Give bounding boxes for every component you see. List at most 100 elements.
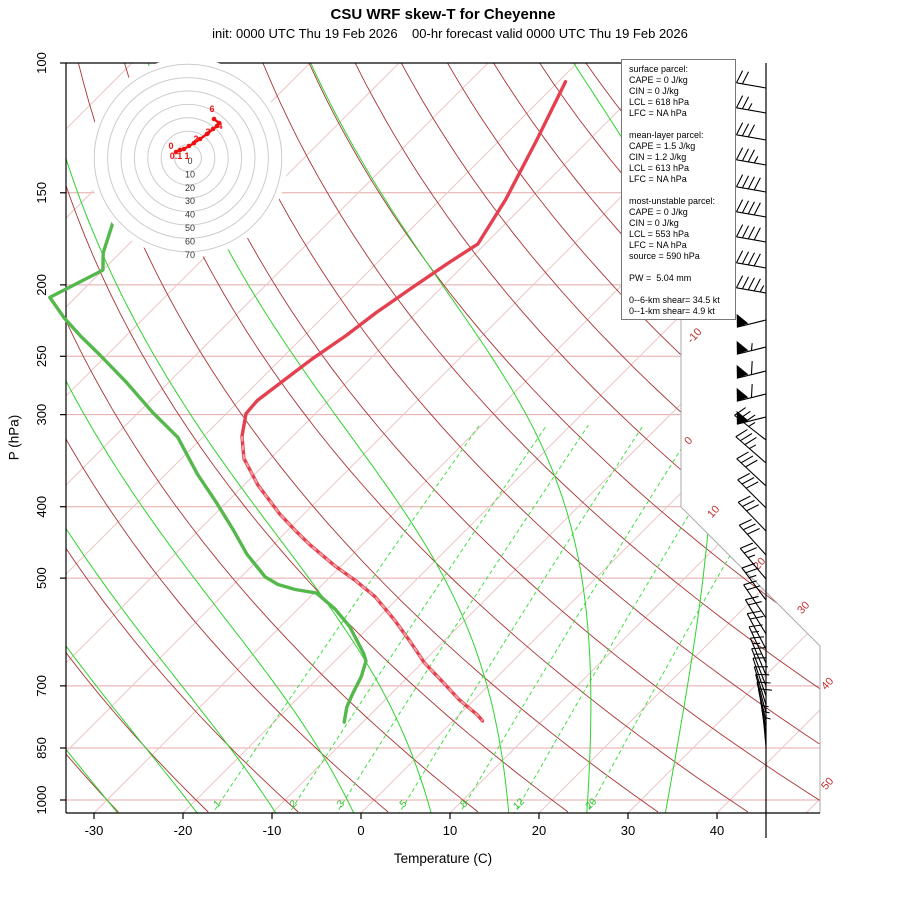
temp-tick-label: 30 xyxy=(621,823,635,838)
wind-barb xyxy=(744,595,767,635)
hodograph-trace-point xyxy=(211,116,217,122)
isotherm-label: 0 xyxy=(682,435,695,448)
hodograph-trace-point xyxy=(197,136,203,142)
hodograph-ring-label: 60 xyxy=(185,236,195,246)
hodograph-ring-label: 40 xyxy=(185,210,195,220)
wind-barb xyxy=(735,199,767,218)
wind-barb xyxy=(736,451,767,487)
pressure-tick-label: 400 xyxy=(34,496,49,518)
hodograph-trace-point xyxy=(177,147,183,153)
hodograph-trace-point xyxy=(210,126,216,132)
hodograph-trace-point xyxy=(216,120,222,126)
info-line: mean-layer parcel: xyxy=(629,130,704,140)
pressure-tick-label: 200 xyxy=(34,274,49,296)
wind-barb xyxy=(736,361,767,379)
pressure-tick-label: 100 xyxy=(34,52,49,74)
x-axis-title: Temperature (C) xyxy=(393,851,493,866)
hodograph-height-label: 3 xyxy=(205,127,210,137)
wind-barb xyxy=(736,340,767,355)
hodograph-ring xyxy=(107,77,269,239)
hodograph-height-label: 0 xyxy=(168,141,173,151)
wind-barb xyxy=(735,275,767,294)
info-line: CIN = 0 J/kg xyxy=(629,86,679,96)
info-line: CIN = 1.2 J/kg xyxy=(629,152,687,162)
wind-barb xyxy=(741,562,767,601)
info-line: LCL = 618 hPa xyxy=(629,97,689,107)
wind-barb-column xyxy=(734,63,772,838)
wind-barb xyxy=(735,429,767,464)
wind-barb xyxy=(737,472,767,509)
pressure-tick-label: 150 xyxy=(34,182,49,204)
mixing-ratio-lines xyxy=(210,424,807,813)
wind-barb xyxy=(743,580,767,619)
temperature-axis-ticks: -30 -20 -10 0 10 20 30 40 xyxy=(85,813,724,838)
info-line: source = 590 hPa xyxy=(629,251,700,261)
wind-barb xyxy=(737,495,767,532)
isotherm-label: 50 xyxy=(819,775,836,792)
hodograph-ring xyxy=(93,63,283,253)
pressure-tick-label: 850 xyxy=(34,737,49,759)
wind-barb xyxy=(749,636,767,676)
temperature-curve xyxy=(240,79,568,723)
info-line: PW = 5.04 mm xyxy=(629,273,692,283)
hodograph-ring xyxy=(120,90,256,226)
hodograph-ring-label: 10 xyxy=(185,169,195,179)
wind-barb xyxy=(735,147,767,166)
wind-barb xyxy=(738,519,767,556)
wind-barb xyxy=(735,224,767,243)
parcel-trace xyxy=(241,436,484,722)
hodograph-ring xyxy=(160,130,216,186)
info-line: most-unstable parcel: xyxy=(629,196,716,206)
wind-barb xyxy=(736,313,767,328)
temp-tick-label: 40 xyxy=(710,823,724,838)
hodograph-ring-label: 0 xyxy=(187,156,192,166)
isotherm-label: 40 xyxy=(819,675,836,692)
info-line: LCL = 553 hPa xyxy=(629,229,689,239)
info-line xyxy=(629,185,735,196)
info-line: 0--1-km shear= 4.9 kt xyxy=(629,306,715,316)
hodograph-height-label: 2 xyxy=(193,134,198,144)
chart-subtitle: init: 0000 UTC Thu 19 Feb 2026 00-hr for… xyxy=(212,26,688,41)
temp-tick-label: 20 xyxy=(532,823,546,838)
temp-tick-label: -10 xyxy=(263,823,282,838)
hodograph-trace-point xyxy=(181,146,187,152)
info-line: CAPE = 0 J/kg xyxy=(629,207,688,217)
wind-barb xyxy=(735,95,767,114)
temp-tick-label: 0 xyxy=(357,823,364,838)
wind-barb xyxy=(755,673,770,714)
hodograph-height-label: 0.1 xyxy=(170,151,183,161)
pressure-axis-ticks: 100 150 200 250 300 400 500 700 850 1000 xyxy=(34,52,66,814)
info-line: CAPE = 0 J/kg xyxy=(629,75,688,85)
wind-barb xyxy=(751,647,767,687)
pressure-tick-label: 500 xyxy=(34,567,49,589)
wind-barb xyxy=(735,174,767,193)
mixing-ratio-label: 12 xyxy=(511,796,527,812)
parcel-info-box: surface parcel: CAPE = 0 J/kg CIN = 0 J/kg… xyxy=(621,59,736,320)
wind-barb xyxy=(736,410,767,425)
pressure-tick-label: 1000 xyxy=(34,786,49,815)
info-line xyxy=(629,119,735,130)
y-axis-title: P (hPa) xyxy=(6,414,22,461)
wind-barb xyxy=(735,70,767,89)
hodograph-height-label: 1 xyxy=(184,151,189,161)
isotherm-label: 10 xyxy=(705,503,722,520)
pressure-tick-label: 700 xyxy=(34,675,49,697)
hodograph-height-label: 4 xyxy=(217,121,222,131)
chart-title: CSU WRF skew-T for Cheyenne xyxy=(330,6,556,23)
hodograph-ring-label: 30 xyxy=(185,196,195,206)
info-line: CAPE = 1.5 J/kg xyxy=(629,141,696,151)
wind-barb xyxy=(762,713,771,748)
mixing-ratio-label: 20 xyxy=(584,796,600,812)
hodograph-trace-point xyxy=(173,149,179,155)
wind-barb xyxy=(748,624,767,664)
isotherm-label: -10 xyxy=(685,326,705,346)
info-line: CIN = 0 J/kg xyxy=(629,218,679,228)
hodograph-ring-label: 70 xyxy=(185,250,195,260)
wind-barb xyxy=(753,666,768,706)
info-line: LFC = NA hPa xyxy=(629,240,687,250)
hodograph-trace-point xyxy=(191,140,197,146)
info-line xyxy=(629,262,735,273)
info-line: LFC = NA hPa xyxy=(629,108,687,118)
